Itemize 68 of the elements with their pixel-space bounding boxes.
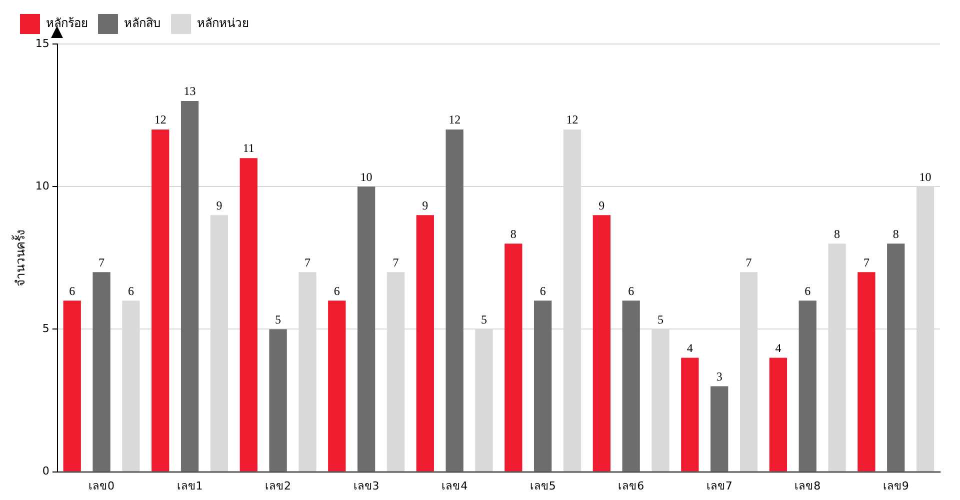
data-label: 8: [510, 226, 516, 241]
x-tick-label: เลข9: [882, 479, 909, 492]
bar: [269, 329, 287, 472]
bar: [328, 300, 346, 472]
data-label: 10: [919, 170, 932, 184]
data-label: 6: [334, 284, 340, 298]
x-tick-label: เลข1: [176, 479, 203, 492]
data-label: 9: [422, 198, 428, 212]
x-tick-label: เลข3: [353, 479, 380, 492]
data-label: 7: [392, 255, 399, 270]
data-label: 3: [716, 369, 722, 384]
data-label: 5: [658, 312, 664, 326]
x-tick-label: เลข8: [794, 479, 821, 492]
y-tick-label: 5: [42, 322, 50, 336]
data-label: 5: [275, 312, 282, 326]
bar: [446, 130, 464, 472]
data-label: 12: [566, 112, 578, 127]
bar: [798, 300, 816, 472]
data-label: 7: [863, 255, 870, 270]
x-tick-label: เลข5: [530, 479, 556, 492]
bar: [858, 272, 876, 472]
bar: [710, 386, 728, 472]
data-label: 6: [128, 284, 134, 298]
data-label: 9: [598, 198, 605, 212]
bar: [592, 215, 610, 472]
data-label: 12: [448, 112, 461, 127]
data-label: 6: [69, 284, 76, 298]
data-label: 8: [892, 226, 899, 241]
x-tick-label: เลข0: [88, 479, 115, 492]
bar: [152, 130, 170, 472]
y-tick-label: 10: [35, 179, 50, 192]
data-label: 8: [834, 226, 840, 241]
bar: [622, 300, 640, 472]
data-label: 7: [304, 255, 310, 270]
data-label: 4: [686, 340, 693, 355]
data-label: 12: [154, 112, 166, 127]
data-label: 6: [540, 284, 546, 298]
data-label: 4: [775, 340, 782, 355]
bar: [416, 215, 434, 472]
data-label: 7: [98, 255, 105, 270]
bar: [681, 358, 699, 472]
data-label: 10: [360, 170, 372, 184]
y-tick-label: 0: [42, 464, 50, 478]
y-axis-title: จำนวนครั้ง: [11, 229, 28, 286]
y-tick-label: 15: [35, 36, 50, 50]
legend-label: หลักสิบ: [124, 16, 161, 30]
data-label: 6: [628, 284, 634, 298]
bar: [240, 158, 258, 472]
bar: [63, 300, 81, 472]
bar: [180, 101, 199, 472]
bar: [534, 300, 552, 472]
data-label: 7: [746, 255, 752, 270]
data-label: 9: [216, 198, 222, 212]
x-tick-label: เลข6: [618, 479, 644, 492]
legend-label: หลักร้อย: [46, 16, 88, 30]
bar: [92, 272, 110, 472]
data-label: 6: [804, 284, 811, 298]
bar: [504, 244, 522, 472]
bar: [769, 358, 788, 472]
x-tick-label: เลข7: [706, 479, 732, 492]
legend-label: หลักหน่วย: [197, 16, 249, 30]
data-label: 5: [480, 312, 487, 326]
data-label: 13: [184, 84, 196, 98]
x-tick-label: เลข4: [442, 479, 468, 492]
data-label: 11: [242, 141, 254, 156]
bar: [887, 244, 905, 472]
bar: [357, 186, 376, 472]
x-tick-label: เลข2: [265, 479, 292, 492]
